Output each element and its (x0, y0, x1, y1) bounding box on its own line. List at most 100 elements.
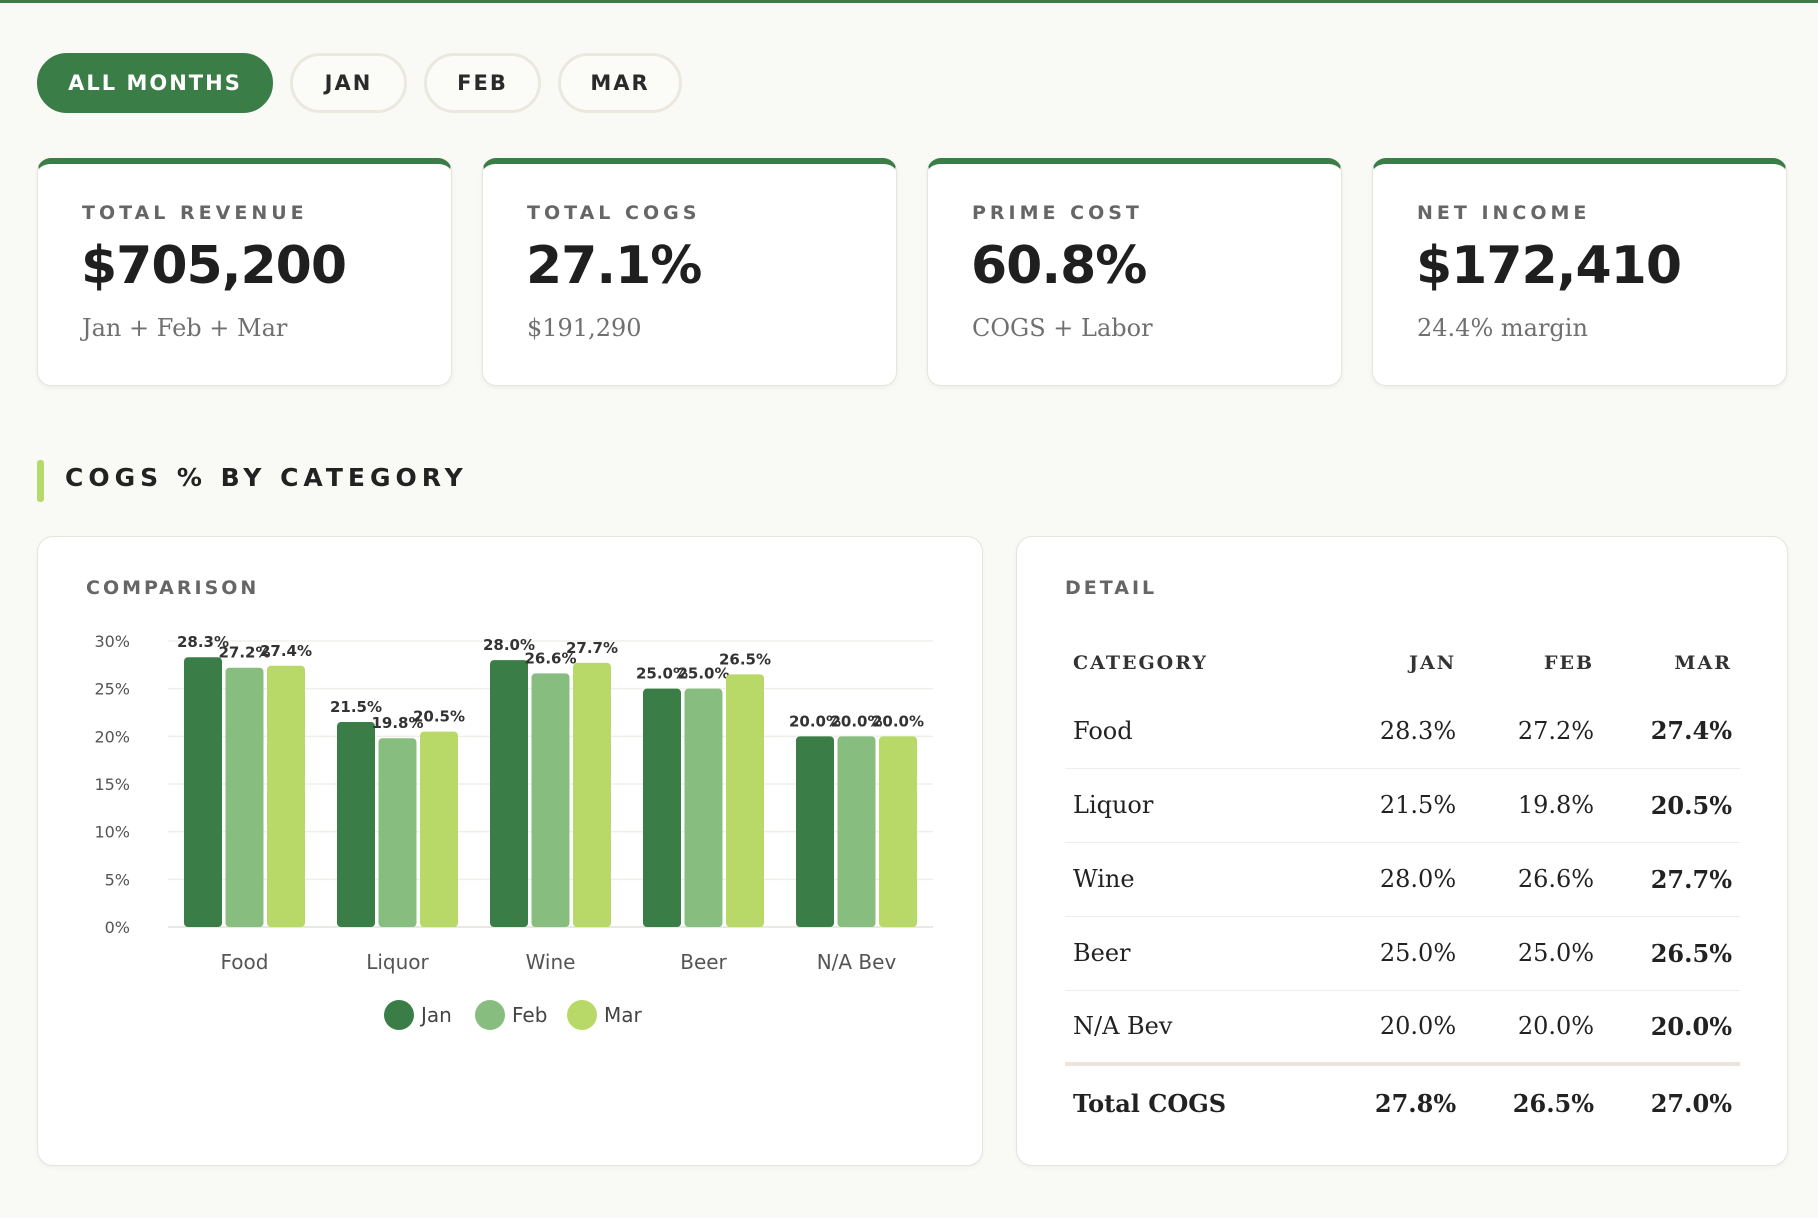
kpi-card-total-cogs: TOTAL COGS 27.1% $191,290 (482, 158, 897, 386)
legend-swatch-mar (567, 1000, 597, 1030)
kpi-subtext: COGS + Labor (972, 314, 1153, 342)
cell-mar: 20.5% (1602, 768, 1740, 843)
data-label: 27.4% (260, 642, 312, 660)
data-label: 19.8% (371, 714, 423, 732)
bar-feb (684, 688, 723, 927)
bar-feb (225, 667, 264, 927)
kpi-label: NET INCOME (1417, 202, 1591, 224)
filter-all-months-button[interactable]: ALL MONTHS (37, 53, 273, 113)
cell-total-mar: 27.0% (1602, 1062, 1740, 1140)
table-total-row: Total COGS 27.8% 26.5% 27.0% (1065, 1062, 1740, 1140)
cell-jan: 28.0% (1326, 842, 1465, 917)
x-tick-label: N/A Bev (817, 950, 897, 974)
cell-feb: 26.6% (1464, 842, 1603, 917)
bar-jan (490, 660, 528, 927)
bar-jan (337, 722, 375, 927)
cell-category: Food (1065, 694, 1327, 769)
bar-jan (643, 688, 681, 927)
legend-swatch-feb (475, 1000, 505, 1030)
table-row: Beer 25.0% 25.0% 26.5% (1065, 916, 1740, 991)
legend-label: Feb (512, 1003, 547, 1027)
cell-mar: 27.7% (1602, 842, 1740, 917)
cell-jan: 28.3% (1326, 694, 1465, 769)
table-row: Liquor 21.5% 19.8% 20.5% (1065, 768, 1740, 843)
table-row: Food 28.3% 27.2% 27.4% (1065, 694, 1740, 769)
kpi-subtext: $191,290 (527, 314, 642, 342)
y-tick-label: 30% (94, 632, 130, 651)
kpi-subtext: Jan + Feb + Mar (82, 314, 288, 342)
table-row: Wine 28.0% 26.6% 27.7% (1065, 842, 1740, 917)
section-accent-bar (37, 460, 44, 502)
bar-mar (420, 731, 458, 927)
month-filter-bar: ALL MONTHS JAN FEB MAR (37, 53, 682, 113)
data-label: 26.6% (524, 649, 576, 667)
table-row: N/A Bev 20.0% 20.0% 20.0% (1065, 990, 1740, 1065)
cell-total-feb: 26.5% (1464, 1062, 1603, 1140)
x-tick-label: Food (221, 950, 269, 974)
kpi-subtext: 24.4% margin (1417, 314, 1588, 342)
cell-feb: 20.0% (1464, 990, 1603, 1065)
cell-total-jan: 27.8% (1326, 1062, 1465, 1140)
data-label: 25.0% (636, 665, 688, 683)
bar-mar (267, 665, 305, 927)
comparison-chart-panel: COMPARISON 30% 25% 20% 15% 10% 5% 0% 28.3% 27.2%… (37, 536, 983, 1166)
legend-label: Mar (604, 1003, 643, 1027)
section-title: COGS % BY CATEGORY (65, 463, 468, 492)
kpi-value: $705,200 (81, 236, 347, 296)
cell-mar: 26.5% (1602, 916, 1740, 991)
bar-mar (573, 662, 611, 927)
panel-label: DETAIL (1065, 577, 1158, 599)
detail-table: CATEGORY JAN FEB MAR Food 28.3% 27.2% 27… (1065, 632, 1740, 1140)
data-label: 20.5% (413, 708, 465, 726)
bar-mar (726, 674, 764, 927)
data-label: 27.7% (566, 639, 618, 657)
cell-category: Liquor (1065, 768, 1327, 843)
cell-total-label: Total COGS (1065, 1062, 1327, 1140)
kpi-card-total-revenue: TOTAL REVENUE $705,200 Jan + Feb + Mar (37, 158, 452, 386)
bar-mar (879, 736, 917, 927)
bar-jan (184, 657, 222, 927)
cell-feb: 27.2% (1464, 694, 1603, 769)
bar-feb (531, 673, 570, 927)
y-tick-label: 10% (94, 823, 130, 842)
bar-feb (378, 738, 417, 927)
header-category: CATEGORY (1073, 652, 1208, 674)
cell-mar: 20.0% (1602, 990, 1740, 1065)
data-label: 20.0% (872, 712, 924, 730)
cell-jan: 21.5% (1326, 768, 1465, 843)
y-tick-label: 15% (94, 775, 130, 794)
detail-table-panel: DETAIL CATEGORY JAN FEB MAR Food 28.3% 2… (1016, 536, 1788, 1166)
kpi-value: 27.1% (526, 236, 702, 296)
kpi-label: TOTAL COGS (527, 202, 701, 224)
x-tick-label: Beer (680, 950, 727, 974)
cell-feb: 19.8% (1464, 768, 1603, 843)
header-jan: JAN (1409, 652, 1457, 674)
kpi-value: $172,410 (1416, 236, 1682, 296)
x-tick-label: Wine (526, 950, 576, 974)
data-label: 20.0% (789, 712, 841, 730)
y-tick-label: 5% (105, 870, 130, 889)
legend-label: Jan (419, 1003, 452, 1027)
cogs-bar-chart: 30% 25% 20% 15% 10% 5% 0% 28.3%27.2%27.4% Food 21… (94, 632, 933, 1030)
kpi-label: PRIME COST (972, 202, 1143, 224)
filter-mar-button[interactable]: MAR (558, 53, 682, 113)
header-feb: FEB (1544, 652, 1595, 674)
y-tick-label: 20% (94, 727, 130, 746)
cell-feb: 25.0% (1464, 916, 1603, 991)
data-label: 21.5% (330, 698, 382, 716)
cell-category: N/A Bev (1065, 990, 1327, 1065)
filter-jan-button[interactable]: JAN (290, 53, 407, 113)
kpi-value: 60.8% (971, 236, 1147, 296)
cell-jan: 20.0% (1326, 990, 1465, 1065)
filter-feb-button[interactable]: FEB (424, 53, 541, 113)
y-tick-label: 25% (94, 680, 130, 699)
y-tick-label: 0% (105, 918, 130, 937)
data-label: 27.2% (218, 644, 270, 662)
header-mar: MAR (1674, 652, 1732, 674)
kpi-card-net-income: NET INCOME $172,410 24.4% margin (1372, 158, 1787, 386)
panel-label: COMPARISON (86, 577, 260, 599)
x-tick-label: Liquor (366, 950, 429, 974)
data-label: 26.5% (719, 650, 771, 668)
cell-jan: 25.0% (1326, 916, 1465, 991)
data-label: 28.0% (483, 636, 535, 654)
